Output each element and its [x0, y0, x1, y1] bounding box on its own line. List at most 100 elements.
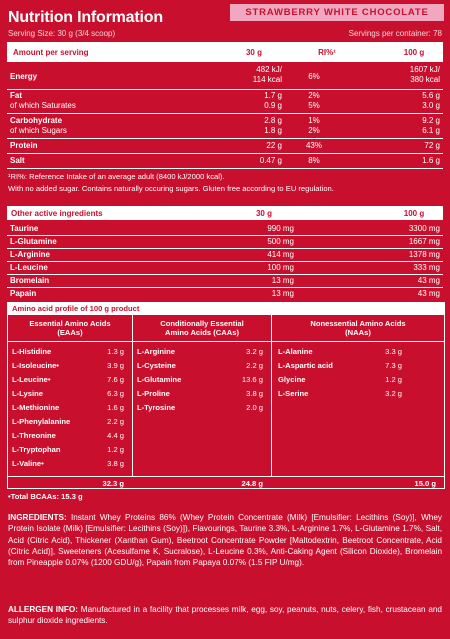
amino-value: 2.2 g	[107, 417, 124, 426]
row-divider	[7, 274, 443, 275]
naa-total: 15.0 g	[414, 479, 436, 488]
amino-name: L-Proline	[137, 389, 170, 398]
row-divider	[8, 341, 444, 342]
column-ri: RI%¹	[318, 48, 336, 57]
row-divider	[7, 153, 443, 154]
amino-name: L-Threonine	[12, 431, 56, 440]
amino-value: 2.2 g	[246, 361, 263, 370]
nutrient-30g: 114 kcal	[252, 75, 282, 84]
eaa-head-line2: (EAAs)	[57, 328, 83, 337]
ingredient-name: L-Arginine	[10, 250, 50, 259]
ingredient-30g: 100 mg	[267, 263, 294, 272]
amino-value: 7.3 g	[385, 361, 402, 370]
ingredient-100g: 43 mg	[417, 289, 440, 298]
amino-name: L-Valine•	[12, 459, 44, 468]
amino-name: L-Isoleucine•	[12, 361, 59, 370]
ingredient-100g: 3300 mg	[408, 224, 440, 233]
column-amount-per-serving: Amount per serving	[13, 48, 89, 57]
nutrition-table-header: Amount per serving 30 g RI%¹ 100 g	[7, 42, 443, 62]
caa-column-head: Conditionally Essential Amino Acids (CAA…	[133, 319, 271, 337]
amino-value: 3.8 g	[107, 459, 124, 468]
nutrient-100g: 3.0 g	[422, 101, 440, 110]
caa-head-line1: Conditionally Essential	[160, 319, 244, 328]
nutrient-ri: 5%	[308, 101, 320, 110]
other-row: Papain 13 mg 43 mg	[8, 289, 442, 299]
nutrient-ri: 6%	[308, 72, 320, 81]
amino-value: 1.2 g	[107, 445, 124, 454]
totals-divider	[8, 476, 444, 477]
amino-value: 6.3 g	[107, 389, 124, 398]
column-30g: 30 g	[255, 209, 272, 218]
naa-head-line2: (NAAs)	[345, 328, 371, 337]
allergen-label: ALLERGEN INFO:	[8, 605, 79, 614]
amino-value: 1.6 g	[107, 403, 124, 412]
amino-name: L-Serine	[278, 389, 309, 398]
other-row: Taurine 990 mg 3300 mg	[8, 224, 442, 234]
ingredient-30g: 414 mg	[267, 250, 294, 259]
page-title: Nutrition Information	[8, 9, 163, 26]
amino-value: 3.2 g	[246, 347, 263, 356]
nutrient-30g: 0.47 g	[259, 156, 282, 165]
other-ingredients-header: Other active ingredients 30 g 100 g	[7, 206, 443, 220]
amino-value: 3.3 g	[385, 347, 402, 356]
nutrition-row-protein: Protein 22 g 43% 72 g	[8, 141, 442, 151]
ingredient-30g: 13 mg	[271, 276, 294, 285]
flavor-badge: STRAWBERRY WHITE CHOCOLATE FLAVORED	[230, 4, 444, 35]
column-30g: 30 g	[245, 48, 262, 57]
nutrient-name: Energy	[10, 72, 38, 81]
nutrition-row-saturates: of which Saturates 0.9 g 5% 3.0 g	[8, 101, 442, 111]
column-other-active: Other active ingredients	[11, 209, 103, 218]
serving-size: Serving Size: 30 g (3/4 scoop)	[8, 29, 116, 38]
nutrient-30g: 1.8 g	[264, 126, 282, 135]
ingredient-name: Papain	[10, 289, 37, 298]
row-divider	[7, 248, 443, 249]
nutrient-name: Carbohydrate	[10, 116, 63, 125]
allergen-paragraph: ALLERGEN INFO: Manufactured in a facilit…	[8, 604, 442, 627]
nutrient-100g: 1.6 g	[422, 156, 440, 165]
nutrient-100g: 9.2 g	[422, 116, 440, 125]
servings-per-container: Servings per container: 78	[348, 29, 442, 38]
ingredient-30g: 990 mg	[267, 224, 294, 233]
amino-value: 1.3 g	[107, 347, 124, 356]
nutrition-row-salt: Salt 0.47 g 8% 1.6 g	[8, 156, 442, 166]
nutrient-name: of which Sugars	[10, 126, 67, 135]
amino-name: L-Aspartic acid	[278, 361, 333, 370]
amino-name: L-Arginine	[137, 347, 175, 356]
amino-value: 1.2 g	[385, 375, 402, 384]
ingredient-name: Taurine	[10, 224, 39, 233]
nutrient-100g: 6.1 g	[422, 126, 440, 135]
nutrient-ri: 8%	[308, 156, 320, 165]
nutrition-row-sugars: of which Sugars 1.8 g 2% 6.1 g	[8, 126, 442, 136]
nutrition-row-energy: Energy 482 kJ/ 114 kcal 6% 1607 kJ/ 380 …	[8, 65, 442, 87]
column-divider	[132, 315, 133, 477]
row-divider	[7, 261, 443, 262]
amino-acid-profile: Amino acid profile of 100 g product Esse…	[7, 302, 445, 489]
amino-name: L-Methionine	[12, 403, 60, 412]
nutrient-30g: 482 kJ/	[256, 65, 282, 74]
row-divider	[7, 168, 443, 169]
amino-name: L-Alanine	[278, 347, 313, 356]
nutrient-ri: 1%	[308, 116, 320, 125]
eaa-total: 32.3 g	[102, 479, 124, 488]
nutrient-100g: 72 g	[424, 141, 440, 150]
ri-footnote: ¹RI%: Reference Intake of an average adu…	[8, 172, 225, 181]
amino-title: Amino acid profile of 100 g product	[12, 304, 140, 313]
amino-name: L-Histidine	[12, 347, 52, 356]
ingredient-100g: 333 mg	[413, 263, 440, 272]
amino-value: 13.6 g	[241, 375, 263, 384]
column-100g: 100 g	[403, 209, 425, 218]
caa-head-line2: Amino Acids (CAAs)	[165, 328, 239, 337]
amino-name: L-Lysine	[12, 389, 43, 398]
amino-value: 3.9 g	[107, 361, 124, 370]
bcaa-total: •Total BCAAs: 15.3 g	[8, 492, 83, 501]
nutrition-row-fat: Fat 1.7 g 2% 5.6 g	[8, 91, 442, 101]
allergen-text: Manufactured in a facility that processe…	[8, 605, 442, 626]
amino-header: Amino acid profile of 100 g product	[8, 303, 444, 315]
ingredients-label: INGREDIENTS:	[8, 513, 67, 522]
ingredient-30g: 500 mg	[267, 237, 294, 246]
nutrient-name: Fat	[10, 91, 22, 100]
amino-name: Glycine	[278, 375, 306, 384]
ingredient-name: L-Leucine	[10, 263, 48, 272]
column-100g: 100 g	[403, 48, 425, 57]
row-divider	[7, 113, 443, 114]
